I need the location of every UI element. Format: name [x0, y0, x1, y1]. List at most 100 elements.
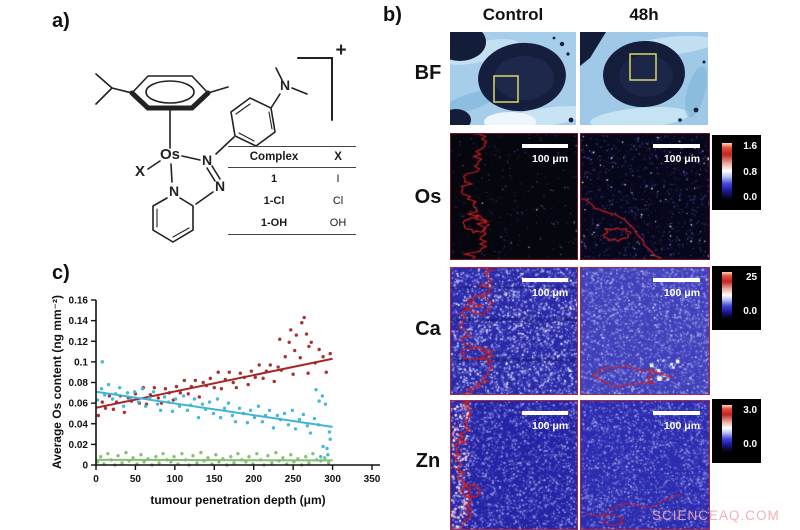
svg-text:0: 0: [93, 474, 99, 485]
roi-box: [629, 53, 657, 81]
panel-a-label: a): [52, 10, 70, 32]
chemical-structure-drawing: Os X N N N N +: [95, 40, 347, 243]
zn-colorbar-gradient: [721, 405, 732, 453]
svg-text:300: 300: [324, 474, 341, 485]
zn-colorbar-max: 3.0: [743, 405, 758, 417]
complex-table-header-complex: Complex: [228, 146, 321, 168]
scale-bar: [652, 411, 701, 416]
scale-bar: [652, 144, 701, 148]
complex-x: I: [336, 173, 340, 185]
os-colorbar-max: 1.6: [743, 141, 758, 152]
os-map-control-canvas: [451, 134, 577, 259]
ca-map-48h-image: 100 μm: [580, 267, 710, 395]
svg-text:0.14: 0.14: [69, 316, 89, 327]
svg-text:350: 350: [364, 474, 381, 485]
arene-bold-edge: [129, 90, 211, 111]
svg-text:100: 100: [167, 474, 184, 485]
table-row: 1-Cl Cl: [228, 190, 356, 212]
bf-control-art: [450, 32, 576, 125]
svg-text:0: 0: [82, 461, 88, 472]
ca-map-control-image: 100 μm: [450, 267, 578, 395]
complex-name: 1-OH: [228, 212, 321, 235]
table-row: 1-OH OH: [228, 212, 356, 235]
svg-text:0.04: 0.04: [69, 419, 89, 430]
complex-x: OH: [320, 212, 356, 235]
zn-map-control-canvas: [451, 401, 577, 529]
ca-colorbar-gradient: [721, 272, 732, 320]
scale-bar: [521, 144, 569, 148]
complex-name: 1: [270, 173, 278, 185]
scale-bar-label: 100 μm: [663, 420, 701, 433]
chart-axes: [95, 300, 380, 466]
zn-map-48h-image: 100 μm: [580, 400, 710, 530]
ca-colorbar-min: 0.0: [743, 305, 758, 317]
series-cyan-trend-line: [95, 390, 333, 428]
zn-colorbar: 3.0 0.0: [712, 399, 761, 463]
scatter-chart-svg: 0 50 100 150 200 250 300 350 0 0.02 0.04 0.06 0.08 0.…: [50, 295, 381, 507]
complex-table-header-x: X: [320, 146, 356, 168]
column-header-48h: 48h: [629, 5, 659, 24]
bf-48h-image: [580, 32, 708, 125]
complex-x: Cl: [332, 195, 344, 207]
scale-bar: [521, 278, 569, 283]
zn-colorbar-min: 0.0: [743, 438, 758, 450]
isopropyl-bonds: [95, 73, 133, 105]
panel-b-label: b): [383, 4, 402, 26]
x-axis-ticks: 0 50 100 150 200 250 300 350: [93, 465, 381, 485]
os-colorbar-gradient: [721, 142, 732, 201]
bf-control-image: [450, 32, 576, 125]
scale-bar: [652, 278, 701, 283]
os-colorbar: 1.6 0.8 0.0: [712, 135, 761, 210]
zn-map-48h-canvas: [581, 401, 709, 529]
series-green-trend-line: [95, 458, 333, 462]
scale-bar-label: 100 μm: [663, 286, 701, 299]
pyridine-n-label: N: [169, 183, 179, 199]
os-colorbar-min: 0.0: [743, 192, 758, 203]
scale-bar-label: 100 μm: [531, 152, 569, 165]
panel-c-label: c): [52, 262, 70, 284]
azo-n1-label: N: [202, 152, 212, 168]
y-axis-title: Average Os content (ng mm⁻²): [50, 295, 64, 469]
scatter-chart: 0 50 100 150 200 250 300 350 0 0.02 0.04 0.06 0.08 0.…: [50, 286, 386, 530]
watermark: SCIENCEAQ.COM: [652, 508, 780, 523]
svg-text:0.02: 0.02: [69, 440, 89, 451]
ca-colorbar: 25 0.0: [712, 266, 761, 330]
column-header-control: Control: [482, 5, 544, 24]
table-row: 1 I: [228, 168, 356, 191]
row-label-os: Os: [414, 186, 442, 208]
svg-text:0.06: 0.06: [69, 399, 89, 410]
complex-table: Complex X 1 I 1-Cl Cl 1-OH OH: [228, 146, 356, 235]
ca-map-48h-canvas: [581, 268, 709, 394]
series-red-trend-line: [95, 357, 333, 409]
os-map-48h-canvas: [581, 134, 709, 259]
os-map-control-image: 100 μm: [450, 133, 578, 260]
svg-text:50: 50: [130, 474, 142, 485]
scale-bar: [521, 411, 569, 416]
azo-n2-label: N: [215, 178, 225, 194]
row-label-bf: BF: [414, 62, 442, 84]
scale-bar-label: 100 μm: [663, 152, 701, 165]
svg-text:0.12: 0.12: [69, 337, 89, 348]
svg-text:250: 250: [285, 474, 302, 485]
x-axis-title: tumour penetration depth (μm): [150, 493, 325, 507]
svg-text:0.16: 0.16: [69, 296, 89, 307]
bf-48h-art: [580, 32, 708, 125]
svg-text:200: 200: [245, 474, 262, 485]
os-map-48h-image: 100 μm: [580, 133, 710, 260]
svg-text:150: 150: [206, 474, 223, 485]
os-colorbar-mid: 0.8: [743, 167, 758, 179]
row-label-zn: Zn: [415, 450, 441, 472]
row-label-ca: Ca: [415, 318, 441, 340]
scale-bar-label: 100 μm: [531, 286, 569, 299]
amine-n-label: N: [280, 77, 290, 93]
os-atom-label: Os: [160, 146, 180, 163]
charge-plus-sign: +: [335, 40, 346, 61]
roi-box: [493, 75, 519, 103]
x-ligand-label: X: [135, 163, 145, 180]
svg-text:0.1: 0.1: [74, 357, 88, 368]
complex-name: 1-Cl: [263, 195, 285, 207]
ca-colorbar-max: 25: [745, 272, 758, 284]
zn-map-control-image: 100 μm: [450, 400, 578, 530]
ca-map-control-canvas: [451, 268, 577, 394]
